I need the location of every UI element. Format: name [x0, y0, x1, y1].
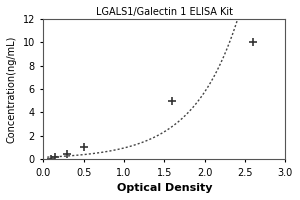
Title: LGALS1/Galectin 1 ELISA Kit: LGALS1/Galectin 1 ELISA Kit — [96, 7, 233, 17]
Y-axis label: Concentration(ng/mL): Concentration(ng/mL) — [7, 35, 17, 143]
X-axis label: Optical Density: Optical Density — [117, 183, 212, 193]
